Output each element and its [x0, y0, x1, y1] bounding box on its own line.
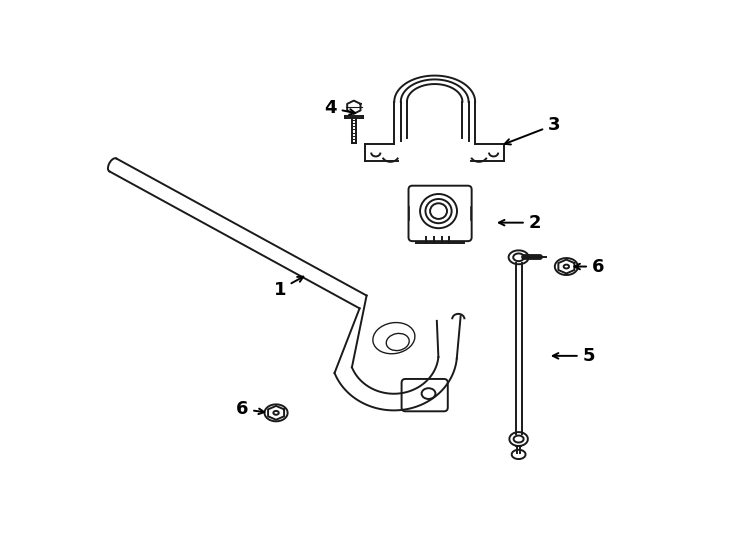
Text: 6: 6: [575, 258, 604, 275]
Text: 6: 6: [236, 400, 264, 418]
Text: 5: 5: [553, 347, 595, 365]
Text: 2: 2: [499, 214, 541, 232]
Text: 1: 1: [274, 276, 303, 299]
Text: 4: 4: [324, 99, 355, 117]
Text: 3: 3: [505, 116, 560, 145]
